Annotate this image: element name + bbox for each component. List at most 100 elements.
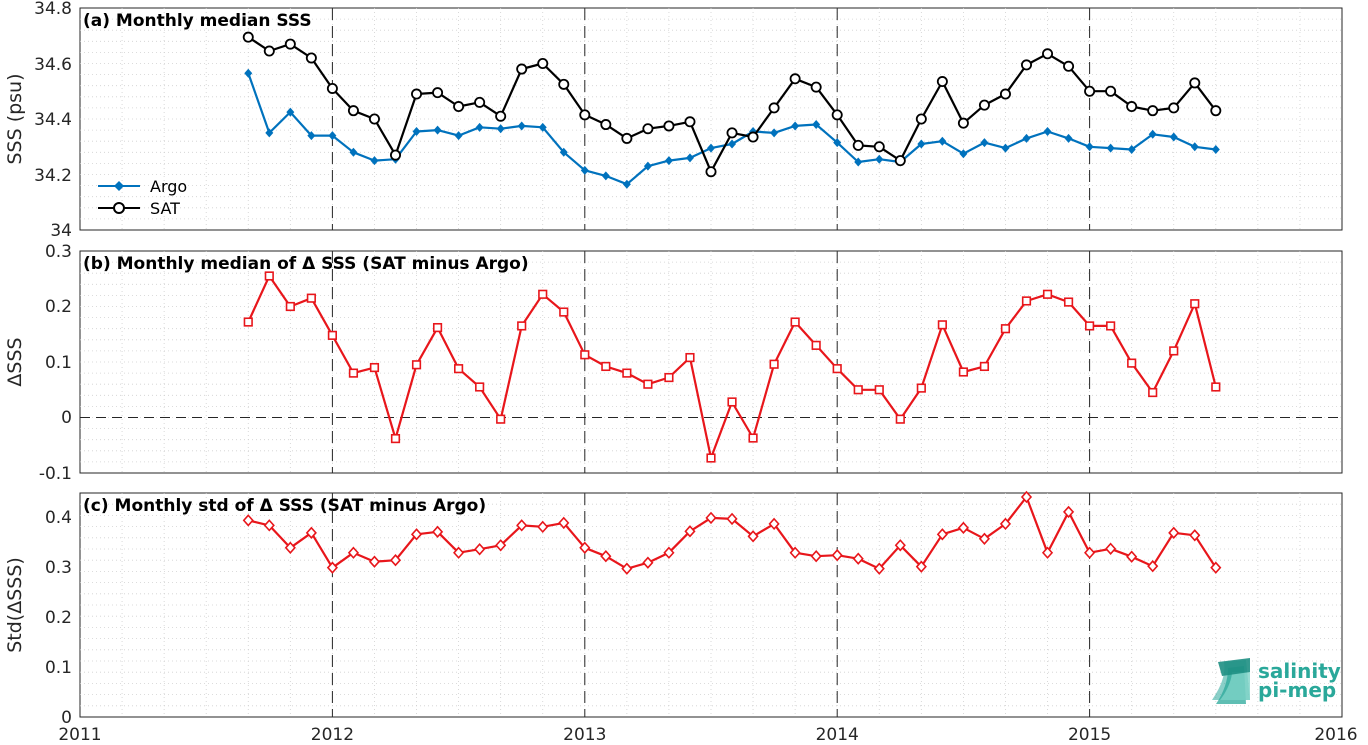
data-point [852,552,864,565]
data-point [810,550,822,563]
data-point [642,123,654,135]
data-point [1085,142,1094,152]
data-point [663,546,675,559]
data-point [328,131,337,141]
data-point [936,528,948,541]
data-point [621,132,633,144]
data-point [978,532,991,545]
data-point [558,516,570,530]
panel-b-yticks: -0.1 0 0.1 0.2 0.3 [39,242,72,484]
data-point [684,116,696,128]
logo-line2: pi-mep [1258,678,1336,702]
logo: salinity pi-mep [1212,658,1341,704]
data-point [454,131,463,141]
data-point [1042,48,1054,60]
data-point [664,372,674,383]
data-point [894,539,906,552]
data-point [368,555,381,568]
x-tick-label: 2014 [816,725,859,745]
data-point [1106,143,1115,153]
panel-c-ytick: 0.1 [45,658,72,678]
data-point [1063,60,1075,72]
panel-c-ytick: 0.3 [45,558,72,578]
panel-a-title: (a) Monthly median SSS [83,11,312,31]
panel-a-ytick: 34.6 [34,55,72,75]
data-point [768,102,780,114]
data-point [263,45,275,57]
data-point [747,530,759,543]
data-point [558,78,570,90]
data-point [410,528,423,541]
data-point [538,289,548,299]
data-point [728,139,737,149]
data-point [853,385,863,395]
data-point [789,73,801,85]
data-point [621,562,633,575]
legend-sat-label: SAT [150,199,180,218]
data-point [432,322,443,333]
data-point [1127,145,1136,155]
data-point [957,521,969,535]
data-point [726,512,738,526]
data-point [390,433,401,444]
data-point [601,361,611,372]
data-point [433,125,442,135]
legend-sat-marker [113,202,125,214]
panel-b-grid [80,251,1342,473]
data-point [643,161,652,171]
data-point [243,317,253,327]
data-point [475,382,485,392]
data-point [705,166,717,178]
data-point [1189,77,1201,89]
data-point [411,88,423,100]
panel-b-title: (b) Monthly median of Δ SSS (SAT minus A… [83,254,529,274]
data-point [516,519,528,532]
data-point [748,433,758,443]
data-point [706,453,716,463]
data-point [495,110,507,122]
panel-a-ytick: 34.4 [34,110,72,130]
x-axis-ticks: 2011 2012 2013 2014 2015 2016 [58,725,1357,745]
data-point [600,119,612,131]
data-point [769,359,779,369]
data-point [579,109,591,121]
x-tick-label: 2011 [58,725,101,745]
data-point [412,126,421,136]
panel-a-ytick: 34 [50,221,72,241]
data-point [305,52,317,64]
data-point [1021,59,1033,71]
data-point [937,320,947,330]
data-point [999,517,1012,531]
data-point [1168,526,1180,540]
panel-b-ytick: 0.3 [45,242,72,262]
data-point [1064,133,1073,143]
data-point [1189,529,1201,542]
data-point [347,546,360,559]
data-point [516,63,528,75]
x-tick-label: 2015 [1068,725,1111,745]
data-point [579,541,591,554]
data-point [1169,132,1178,142]
panel-b-series [243,271,1221,463]
data-point [284,541,296,554]
data-point [1022,133,1031,143]
data-point [622,368,632,378]
data-point [958,367,968,377]
data-point [957,117,969,129]
data-point [999,88,1011,100]
data-point [307,131,316,141]
data-point [453,101,465,113]
data-point [559,147,568,157]
data-point [537,58,549,70]
panel-b-ytick: -0.1 [39,464,72,484]
data-point [496,124,505,134]
panel-b-ytick: 0 [61,408,72,428]
data-point [1211,382,1221,392]
data-point [517,121,526,131]
x-tick-label: 2016 [1314,725,1357,745]
panel-c-ytick: 0.4 [45,508,72,528]
data-point [348,368,359,378]
data-point [663,120,675,132]
data-point [306,293,316,303]
